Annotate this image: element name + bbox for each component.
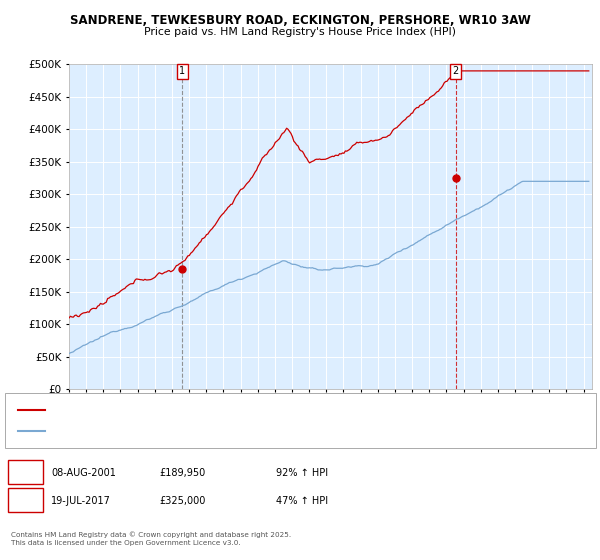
Text: HPI: Average price, semi-detached house, Wychavon: HPI: Average price, semi-detached house,… xyxy=(49,427,262,436)
Text: Contains HM Land Registry data © Crown copyright and database right 2025.
This d: Contains HM Land Registry data © Crown c… xyxy=(11,531,291,546)
Text: £189,950: £189,950 xyxy=(159,468,205,478)
Text: 08-AUG-2001: 08-AUG-2001 xyxy=(51,468,116,478)
Text: 2: 2 xyxy=(22,496,29,506)
Text: 92% ↑ HPI: 92% ↑ HPI xyxy=(276,468,328,478)
Text: 2: 2 xyxy=(452,66,459,76)
Text: 1: 1 xyxy=(179,66,185,76)
Text: £325,000: £325,000 xyxy=(159,496,205,506)
Text: 19-JUL-2017: 19-JUL-2017 xyxy=(51,496,111,506)
Text: Price paid vs. HM Land Registry's House Price Index (HPI): Price paid vs. HM Land Registry's House … xyxy=(144,27,456,37)
Text: SANDRENE, TEWKESBURY ROAD, ECKINGTON, PERSHORE, WR10 3AW (semi-detached house): SANDRENE, TEWKESBURY ROAD, ECKINGTON, PE… xyxy=(49,405,422,414)
Text: 47% ↑ HPI: 47% ↑ HPI xyxy=(276,496,328,506)
Text: SANDRENE, TEWKESBURY ROAD, ECKINGTON, PERSHORE, WR10 3AW: SANDRENE, TEWKESBURY ROAD, ECKINGTON, PE… xyxy=(70,14,530,27)
Text: 1: 1 xyxy=(22,468,29,478)
